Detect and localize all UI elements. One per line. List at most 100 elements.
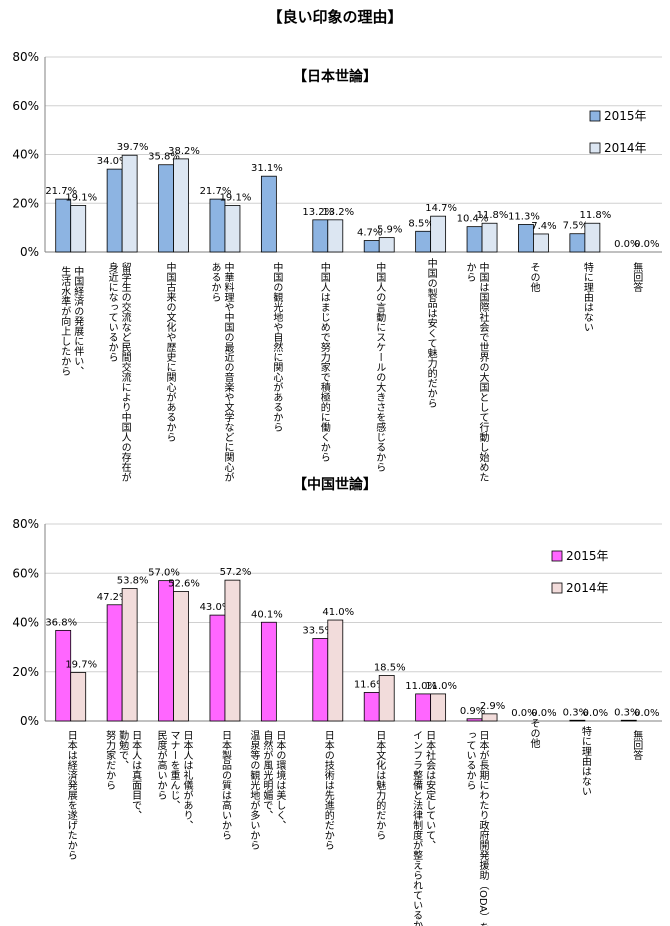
japan-bar (378, 237, 395, 253)
japan-data-label: 11.3% (508, 211, 540, 222)
china-data-label: 11.6% (354, 679, 386, 690)
china-data-label: 33.5% (302, 626, 334, 637)
china-category-label: 日本は経済発展を遂げたから (65, 730, 77, 860)
japan-category-label: 中国は国際社会で世界の大国として行動し始めた (477, 261, 489, 482)
china-data-label: 18.5% (374, 662, 406, 673)
china-data-label: 11.0% (405, 681, 437, 692)
japan-data-label: 14.7% (425, 203, 457, 214)
japan-data-label: 34.0% (97, 156, 129, 167)
japan-data-label: 11.8% (477, 210, 509, 221)
japan-data-label: 7.4% (531, 221, 556, 232)
china-bar (327, 619, 344, 722)
china-ytick-label: 80% (12, 517, 39, 531)
china-category-label: 日本の環境は美しく、 (274, 730, 286, 830)
china-category-label: その他 (528, 718, 540, 749)
japan-category-label: 特に理由はない (581, 262, 593, 332)
japan-data-label: 21.7% (200, 186, 232, 197)
china-bar (569, 719, 586, 722)
china-bar (415, 693, 432, 722)
japan-bar (533, 233, 549, 253)
china-bar (363, 692, 380, 722)
china-category-label: マナーを重んじ、 (168, 730, 180, 810)
china-data-label: 0.0% (583, 708, 608, 719)
japan-data-label: 38.2% (168, 146, 200, 157)
china-legend-label: 2015年 (566, 549, 609, 563)
japan-bar (209, 198, 226, 253)
japan-bar (466, 226, 483, 253)
japan-bar (106, 168, 123, 253)
japan-bar (312, 219, 329, 253)
japan-legend-label: 2014年 (604, 141, 647, 155)
japan-data-label: 0.0% (634, 239, 659, 250)
japan-bar (569, 233, 586, 253)
china-data-label: 41.0% (322, 607, 354, 618)
china-data-label: 40.1% (251, 609, 283, 620)
japan-category-label: から (464, 262, 476, 282)
japan-category-label: 留学生の交流など民間交流により中国人の存在が (119, 261, 131, 482)
japan-ytick-label: 20% (12, 196, 39, 210)
china-category-label: インフラ整備と法律制度が整えられているから (411, 730, 423, 926)
china-bar (620, 719, 637, 722)
japan-category-label: 無回答 (631, 261, 643, 293)
china-category-label: 特に理由はない (579, 726, 591, 796)
japan-category-label: 中国経済の発展に伴い、 (72, 265, 84, 376)
japan-category-label: 中華料理や中国の最近の音楽や文学などに関心が (222, 261, 234, 482)
china-category-label: 温泉等の観光地が多いから (248, 730, 260, 850)
japan-data-label: 11.8% (579, 210, 611, 221)
china-bar (106, 604, 123, 722)
china-ytick-label: 0% (20, 714, 39, 728)
china-data-label: 11.0% (425, 681, 457, 692)
china-category-label: 努力家だから (104, 729, 116, 790)
china-data-label: 52.6% (168, 578, 200, 589)
japan-legend-label: 2015年 (604, 109, 647, 123)
japan-category-label: あるから (209, 262, 221, 302)
japan-ytick-label: 80% (12, 50, 39, 64)
china-bar (224, 579, 241, 722)
japan-category-label: 中国人の言動にスケールの大きさを感じるから (374, 261, 386, 472)
japan-data-label: 19.1% (220, 192, 252, 203)
china-bar (70, 672, 87, 722)
china-category-label: 無回答 (631, 729, 643, 761)
china-category-label: 日本が長期にわたり政府開発援助（ODA）を行 (477, 730, 489, 926)
china-data-label: 36.8% (45, 617, 77, 628)
japan-legend-swatch (589, 142, 601, 154)
japan-bar (327, 219, 344, 253)
japan-data-label: 21.7% (45, 186, 77, 197)
japan-legend-swatch (589, 110, 601, 122)
china-data-label: 2.9% (480, 701, 505, 712)
china-data-label: 0.9% (460, 706, 485, 717)
china-data-label: 0.0% (531, 708, 556, 719)
japan-data-label: 0.0% (614, 239, 639, 250)
japan-data-label: 7.5% (563, 221, 588, 232)
japan-bar (363, 240, 380, 253)
japan-data-label: 31.1% (251, 163, 283, 174)
japan-data-label: 8.5% (408, 218, 433, 229)
china-ytick-label: 20% (12, 665, 39, 679)
china-data-label: 0.3% (614, 707, 639, 718)
japan-data-label: 13.2% (322, 207, 354, 218)
japan-bar (481, 222, 498, 253)
china-ytick-label: 60% (12, 566, 39, 580)
china-category-label: 自然が風光明媚で、 (261, 729, 273, 820)
japan-data-label: 5.9% (377, 225, 402, 236)
japan-bar (55, 198, 72, 253)
japan-ytick-label: 60% (12, 99, 39, 113)
china-bar (312, 638, 329, 722)
china-bar (158, 580, 174, 722)
japan-data-label: 35.8% (148, 152, 180, 163)
japan-category-label: 中国の観光地や自然に関心があるから (271, 261, 283, 432)
japan-data-label: 39.7% (117, 142, 149, 153)
china-bar (481, 713, 498, 722)
japan-bar (224, 205, 241, 253)
japan-bar (158, 164, 174, 253)
china-category-label: 日本の技術は先進的だから (322, 730, 334, 850)
japan-data-label: 19.1% (65, 192, 97, 203)
china-chart-title: 【中国世論】 (293, 477, 377, 493)
china-bar (466, 718, 483, 722)
china-data-label: 57.2% (220, 567, 252, 578)
china-bar (121, 588, 138, 722)
japan-ytick-label: 0% (20, 245, 39, 259)
japan-bar (584, 222, 601, 253)
china-category-label: っているから (464, 730, 476, 790)
china-legend-label: 2014年 (566, 581, 609, 595)
